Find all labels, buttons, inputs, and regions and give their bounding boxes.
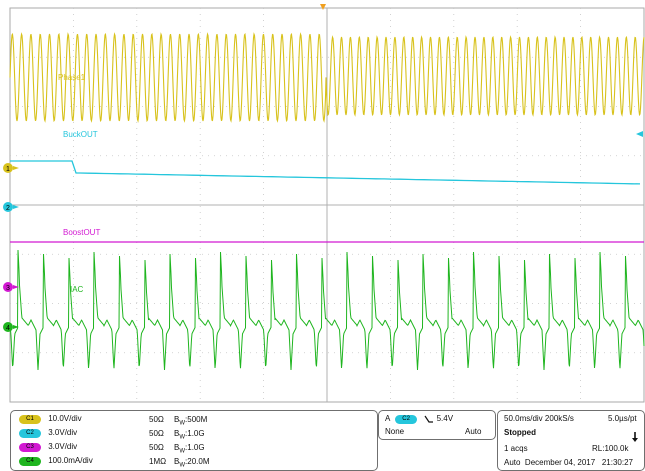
ch3-bandwidth: BW:1.0G — [174, 443, 205, 455]
ch4-settings-row[interactable]: C4 100.0mA/div — [19, 455, 93, 467]
trigger-source-badge: C2 — [395, 414, 418, 424]
trigger-type: Auto — [465, 427, 482, 436]
ch2-level-marker[interactable]: 2 — [3, 202, 19, 212]
ch4-scale: 100.0mA/div — [48, 456, 93, 465]
ch4-level-marker[interactable]: 4 — [3, 322, 19, 332]
svg-text:1: 1 — [6, 166, 10, 173]
timebase-info: 50.0ms/div 200kS/s — [504, 414, 574, 423]
vertical-settings-panel: C1 10.0V/div 50Ω BW:500M C2 3.0V/div 50Ω… — [10, 410, 378, 471]
ch2-impedance: 50Ω — [149, 429, 164, 438]
ch4-waveform — [9, 249, 645, 371]
ch3-settings-row[interactable]: C3 3.0V/div — [19, 441, 77, 453]
ch1-scale: 10.0V/div — [48, 414, 82, 423]
ch2-badge: C2 — [19, 428, 41, 438]
resolution: 5.0µs/pt — [608, 414, 637, 423]
timebase: 50.0ms/div — [504, 414, 543, 423]
ch2-trace-label: BuckOUT — [63, 130, 98, 139]
ch1-level-marker[interactable]: 1 — [3, 163, 19, 173]
ch1-settings-row[interactable]: C1 10.0V/div — [19, 413, 82, 425]
ch3-badge: C3 — [19, 442, 41, 452]
acquisition-count: 1 acqs — [504, 444, 528, 453]
falling-edge-icon — [424, 415, 434, 423]
ch2-settings-row[interactable]: C2 3.0V/div — [19, 427, 77, 439]
ch1-badge: C1 — [19, 414, 41, 424]
ch4-impedance: 1MΩ — [149, 457, 167, 466]
ch4-bandwidth: BW:20.0M — [174, 457, 210, 469]
svg-text:3: 3 — [6, 285, 10, 292]
ch2-bandwidth: BW:1.0G — [174, 429, 205, 441]
status-bar: C1 10.0V/div 50Ω BW:500M C2 3.0V/div 50Ω… — [0, 407, 645, 471]
acquisition-state: Stopped — [504, 428, 536, 437]
ch1-impedance: 50Ω — [149, 415, 164, 424]
record-length: RL:100.0k — [592, 444, 629, 453]
ch3-scale: 3.0V/div — [48, 442, 78, 451]
trigger-mode: A — [385, 414, 390, 424]
ch3-level-marker[interactable]: 3 — [3, 282, 19, 292]
svg-text:2: 2 — [6, 205, 10, 212]
ch2-scale: 3.0V/div — [48, 428, 78, 437]
trigger-panel[interactable]: A C2 5.4V None Auto — [378, 410, 496, 440]
single-sequence-arrow-icon — [632, 432, 638, 442]
ch3-trace-label: BoostOUT — [63, 228, 100, 237]
date: December 04, 2017 — [524, 458, 596, 467]
ch4-trace-label: IAC — [70, 285, 84, 294]
ch4-badge: C4 — [19, 456, 41, 466]
trigger-settings: A C2 5.4V — [385, 414, 453, 424]
datetime-row: Auto December 04, 2017 21:30:27 — [504, 458, 633, 467]
trigger-position-marker — [320, 4, 326, 10]
acquisition-mode: Auto — [504, 458, 521, 467]
time: 21:30:27 — [601, 458, 633, 467]
ch1-bandwidth: BW:500M — [174, 415, 208, 427]
trigger-level: 5.4V — [436, 414, 454, 424]
svg-text:4: 4 — [6, 325, 10, 332]
ch1-trace-label: Phase1 — [58, 73, 86, 82]
trigger-level-marker — [636, 131, 643, 137]
trigger-coupling: None — [385, 427, 405, 436]
ch1-waveform — [9, 32, 645, 123]
waveform-traces — [9, 32, 645, 371]
ch2-waveform — [10, 160, 641, 185]
sample-rate: 200kS/s — [544, 414, 574, 423]
ch3-impedance: 50Ω — [149, 443, 164, 452]
acquisition-panel[interactable]: 50.0ms/div 200kS/s 5.0µs/pt Stopped 1 ac… — [497, 410, 645, 471]
oscilloscope-display: Phase1 BuckOUT BoostOUT IAC 1 2 3 4 — [3, 4, 645, 403]
